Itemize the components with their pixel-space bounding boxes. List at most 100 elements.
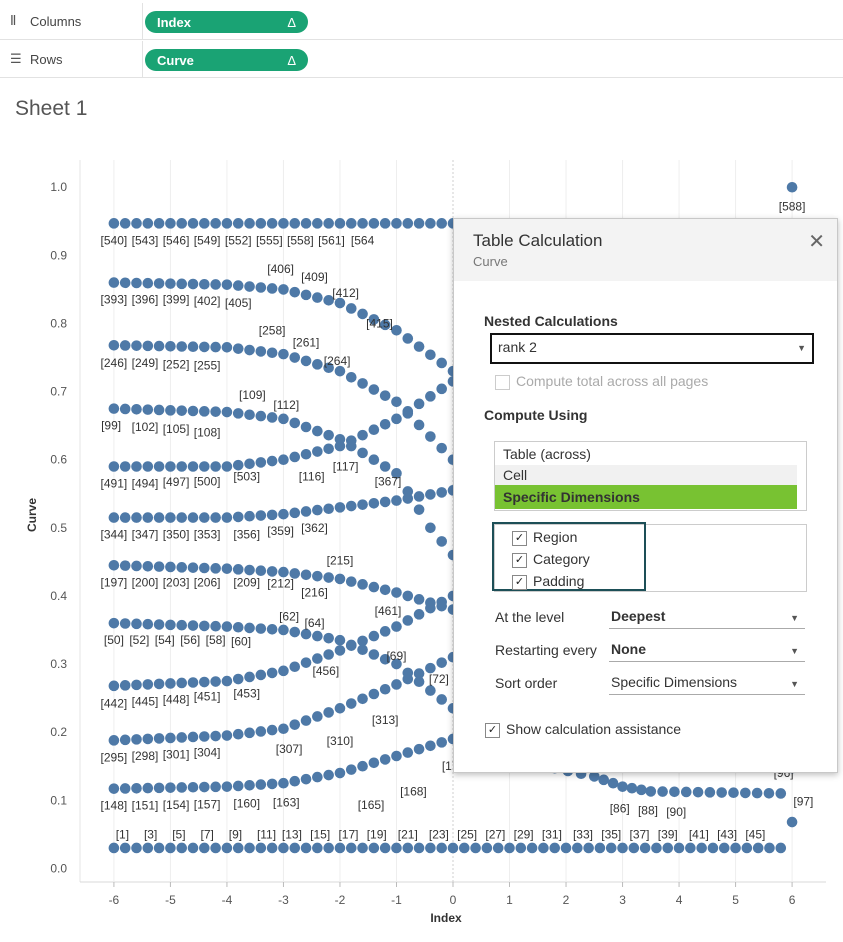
data-point[interactable]	[657, 786, 668, 797]
data-point[interactable]	[199, 341, 210, 353]
data-point[interactable]	[345, 764, 357, 775]
data-point[interactable]	[255, 346, 267, 357]
data-point[interactable]	[153, 782, 165, 794]
data-point[interactable]	[368, 497, 380, 509]
data-point[interactable]	[357, 218, 368, 229]
data-point[interactable]	[368, 649, 380, 660]
data-point[interactable]	[504, 842, 515, 854]
data-point[interactable]	[402, 218, 414, 229]
data-point[interactable]	[278, 723, 289, 735]
data-point[interactable]	[598, 774, 610, 786]
data-point[interactable]	[368, 454, 380, 465]
data-point[interactable]	[266, 455, 278, 467]
data-point[interactable]	[255, 669, 267, 681]
data-point[interactable]	[312, 504, 323, 516]
data-point[interactable]	[436, 737, 447, 748]
data-point[interactable]	[413, 491, 425, 502]
close-icon[interactable]: ✕	[808, 231, 825, 253]
data-point[interactable]	[199, 562, 210, 574]
data-point[interactable]	[210, 781, 221, 793]
data-point[interactable]	[357, 308, 368, 320]
data-point[interactable]	[278, 284, 289, 295]
data-point[interactable]	[436, 442, 447, 454]
data-point[interactable]	[108, 783, 120, 794]
data-point[interactable]	[244, 510, 255, 522]
data-point[interactable]	[300, 421, 312, 433]
data-point[interactable]	[199, 461, 210, 472]
data-point[interactable]	[165, 732, 176, 744]
data-point[interactable]	[131, 782, 142, 794]
data-point[interactable]	[278, 566, 289, 578]
data-point[interactable]	[210, 676, 221, 687]
data-point[interactable]	[142, 782, 154, 794]
data-point[interactable]	[187, 278, 199, 290]
data-point[interactable]	[289, 775, 301, 787]
data-point[interactable]	[255, 842, 267, 854]
data-point[interactable]	[334, 365, 346, 377]
data-point[interactable]	[142, 512, 154, 523]
data-point[interactable]	[210, 842, 221, 854]
sort-order-select[interactable]: Specific Dimensions ▼	[609, 672, 805, 695]
data-point[interactable]	[413, 218, 425, 229]
data-point[interactable]	[775, 788, 787, 799]
data-point[interactable]	[210, 406, 221, 417]
data-point[interactable]	[108, 559, 120, 571]
data-point[interactable]	[278, 218, 289, 229]
data-point[interactable]	[199, 278, 210, 290]
data-point[interactable]	[142, 842, 154, 854]
data-point[interactable]	[645, 786, 657, 797]
data-point[interactable]	[357, 635, 368, 647]
data-point[interactable]	[221, 279, 233, 290]
data-point[interactable]	[176, 218, 188, 229]
data-point[interactable]	[289, 451, 301, 463]
data-point[interactable]	[334, 634, 346, 646]
data-point[interactable]	[572, 842, 583, 854]
data-point[interactable]	[210, 341, 221, 353]
restarting-every-select[interactable]: None ▼	[609, 639, 805, 662]
data-point[interactable]	[176, 619, 188, 631]
data-point[interactable]	[379, 418, 391, 430]
data-point[interactable]	[300, 355, 312, 367]
data-point[interactable]	[266, 566, 278, 577]
data-point[interactable]	[142, 340, 154, 352]
data-point[interactable]	[210, 730, 221, 742]
data-point[interactable]	[334, 573, 346, 585]
data-point[interactable]	[379, 390, 391, 401]
data-point[interactable]	[221, 563, 233, 574]
data-point[interactable]	[323, 362, 334, 374]
data-point[interactable]	[300, 218, 312, 229]
data-point[interactable]	[345, 440, 357, 452]
data-point[interactable]	[266, 347, 278, 359]
data-point[interactable]	[255, 565, 267, 577]
data-point[interactable]	[357, 693, 368, 705]
data-point[interactable]	[391, 750, 402, 762]
data-point[interactable]	[470, 842, 481, 854]
data-point[interactable]	[716, 787, 728, 798]
data-point[interactable]	[312, 711, 323, 722]
data-point[interactable]	[357, 499, 368, 510]
data-point[interactable]	[187, 405, 199, 417]
data-point[interactable]	[119, 340, 131, 351]
data-point[interactable]	[786, 816, 798, 828]
data-point[interactable]	[300, 715, 312, 726]
data-point[interactable]	[425, 662, 436, 674]
data-point[interactable]	[368, 218, 380, 229]
data-point[interactable]	[165, 842, 176, 854]
data-point[interactable]	[741, 842, 753, 854]
data-point[interactable]	[628, 842, 640, 854]
data-point[interactable]	[775, 842, 787, 854]
data-point[interactable]	[357, 644, 368, 656]
data-point[interactable]	[278, 348, 289, 360]
data-point[interactable]	[278, 413, 289, 425]
data-point[interactable]	[323, 632, 334, 644]
dimension-category[interactable]: ✓ Category	[512, 551, 590, 568]
data-point[interactable]	[119, 403, 131, 415]
data-point[interactable]	[312, 653, 323, 664]
compute-using-option[interactable]: Table (across)	[503, 446, 591, 462]
data-point[interactable]	[402, 590, 414, 602]
data-point[interactable]	[379, 496, 391, 508]
data-point[interactable]	[764, 842, 775, 854]
data-point[interactable]	[391, 679, 402, 690]
data-point[interactable]	[153, 619, 165, 630]
data-point[interactable]	[131, 403, 142, 415]
